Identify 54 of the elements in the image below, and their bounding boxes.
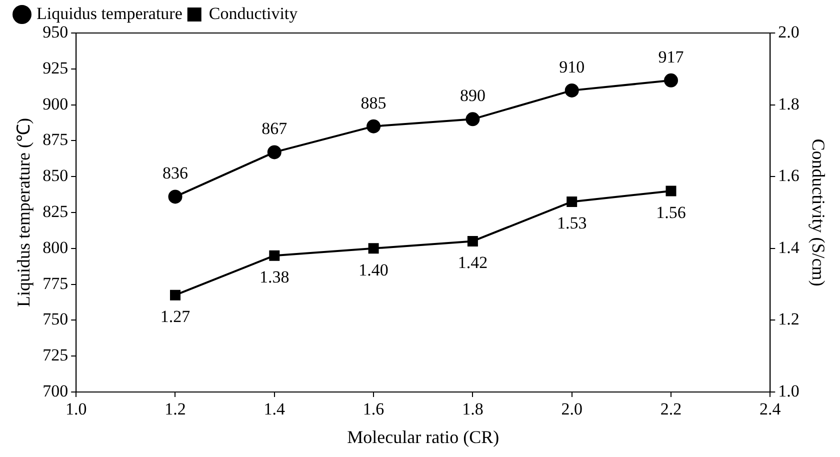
- data-label: 890: [460, 86, 486, 106]
- point: [566, 196, 578, 207]
- x-tick-label: 1.4: [264, 400, 286, 419]
- data-label: 1.40: [358, 260, 388, 280]
- x-axis-title: Molecular ratio (CR): [347, 426, 500, 447]
- x-tick-label: 1.8: [462, 400, 484, 419]
- y2-axis-title: Conductivity (S/cm): [808, 138, 828, 286]
- point: [664, 73, 678, 88]
- y-tick-label: 700: [42, 381, 68, 400]
- y-tick-label: 800: [42, 238, 68, 257]
- y-tick-label: 725: [42, 346, 68, 365]
- y-tick-label: 925: [42, 58, 68, 78]
- data-label: 1.42: [458, 253, 488, 272]
- x-tick-label: 2.0: [561, 400, 582, 419]
- y-tick-label: 775: [42, 274, 68, 293]
- data-label: 1.56: [656, 202, 686, 222]
- x-tick-label: 1.2: [164, 400, 186, 419]
- data-label: 836: [162, 164, 188, 183]
- point: [666, 186, 676, 196]
- point: [267, 145, 282, 160]
- point: [368, 243, 379, 254]
- data-label: 910: [559, 57, 585, 76]
- point: [466, 112, 480, 126]
- y2-tick-label: 1.6: [778, 166, 800, 186]
- y-tick-label: 750: [42, 310, 68, 329]
- legend-label: Conductivity: [208, 4, 298, 23]
- x-tick-label: 1.6: [362, 400, 384, 419]
- data-label: 885: [360, 93, 386, 112]
- y2-tick-label: 1.4: [778, 238, 800, 257]
- y2-tick-label: 2.0: [778, 22, 800, 42]
- point: [366, 119, 381, 134]
- point: [564, 83, 579, 98]
- x-tick-label: 1.0: [65, 400, 87, 419]
- y-tick-label: 825: [42, 202, 68, 221]
- point: [467, 236, 478, 246]
- y-tick-label: 950: [42, 22, 68, 42]
- data-label: 1.38: [260, 268, 290, 287]
- data-label: 1.53: [556, 214, 587, 233]
- y-tick-label: 900: [42, 94, 68, 114]
- point: [170, 290, 180, 300]
- data-label: 917: [658, 47, 684, 66]
- data-label: 867: [262, 119, 288, 138]
- data-label: 1.27: [160, 307, 191, 326]
- legend-label: Liquidus temperature: [36, 4, 182, 23]
- y2-tick-label: 1.0: [778, 381, 800, 400]
- y-axis-title: Liquidus temperature (℃): [14, 118, 34, 307]
- y2-tick-label: 1.8: [778, 94, 800, 114]
- y2-tick-label: 1.2: [778, 310, 800, 329]
- x-tick-label: 2.4: [760, 400, 782, 419]
- x-tick-label: 2.2: [660, 400, 682, 419]
- y-tick-label: 850: [42, 166, 68, 186]
- point: [269, 250, 280, 261]
- y-tick-label: 875: [42, 130, 68, 150]
- point: [168, 190, 182, 204]
